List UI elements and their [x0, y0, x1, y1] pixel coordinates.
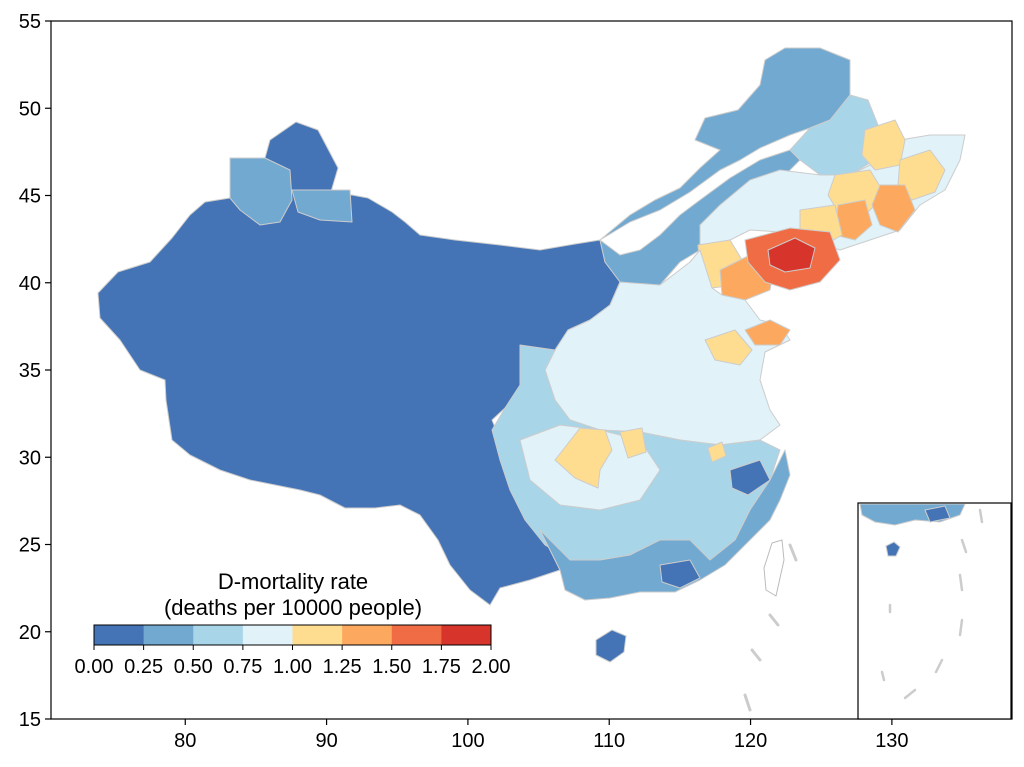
inset-coast-dark	[924, 505, 951, 523]
region-taiwan	[763, 539, 785, 597]
region-north-belt	[599, 47, 851, 291]
colorbar-tick-label: 2.00	[472, 656, 511, 678]
dash-line-main	[743, 543, 798, 712]
region-fujian-dark	[729, 459, 771, 496]
region-shandong-yellow	[704, 329, 753, 366]
y-tick-label: 15	[19, 709, 41, 731]
inset-hainan	[885, 541, 901, 557]
x-axis: 80 90 100 110 120 130	[174, 719, 909, 752]
colorbar-swatches	[93, 624, 492, 646]
region-ne-orange-1	[871, 184, 916, 233]
colorbar-tick-label: 1.50	[372, 656, 411, 678]
colorbar-swatch	[292, 625, 343, 645]
colorbar-tick-label: 1.25	[323, 656, 362, 678]
region-ili	[229, 157, 293, 226]
x-tick-label: 120	[734, 730, 767, 752]
colorbar-swatch	[242, 625, 293, 645]
inset-map	[857, 502, 1012, 720]
region-liaoning-dark	[767, 237, 816, 273]
region-shandong-orange	[744, 319, 791, 346]
colorbar-swatch	[94, 625, 145, 645]
x-tick-label: 100	[451, 730, 484, 752]
y-tick-label: 40	[19, 273, 41, 295]
region-tacheng	[291, 189, 353, 223]
inset-frame	[857, 502, 1012, 720]
map-regions	[97, 47, 966, 663]
colorbar-tick-label: 0.00	[75, 656, 114, 678]
y-tick-label: 30	[19, 447, 41, 469]
colorbar-swatch	[143, 625, 194, 645]
y-tick-label: 35	[19, 360, 41, 382]
colorbar-tick-label: 1.75	[422, 656, 461, 678]
colorbar: D-mortality rate (deaths per 10000 peopl…	[75, 569, 511, 678]
colorbar-tick-label: 0.25	[124, 656, 163, 678]
y-tick-label: 55	[19, 11, 41, 33]
x-tick-label: 110	[593, 730, 625, 752]
x-tick-label: 90	[315, 730, 337, 752]
colorbar-title-line1: D-mortality rate	[218, 569, 368, 594]
x-tick-label: 80	[174, 730, 196, 752]
y-tick-label: 45	[19, 186, 41, 208]
colorbar-labels: 0.00 0.25 0.50 0.75 1.00 1.25 1.50 1.75 2.00	[75, 645, 511, 678]
colorbar-title-line2: (deaths per 10000 people)	[164, 595, 422, 620]
colorbar-swatch	[193, 625, 244, 645]
y-axis: 15 20 25 30 35 40 45 50 55	[19, 11, 51, 731]
x-tick-label: 130	[875, 730, 908, 752]
colorbar-swatch	[391, 625, 442, 645]
colorbar-tick-label: 0.75	[223, 656, 262, 678]
inset-dash-line	[880, 508, 984, 700]
y-tick-label: 50	[19, 98, 41, 120]
y-tick-label: 25	[19, 535, 41, 557]
region-chongqing-yellow-2	[619, 427, 647, 459]
colorbar-tick-label: 0.50	[174, 656, 213, 678]
region-chongqing-yellow-1	[554, 427, 613, 489]
colorbar-swatch	[441, 625, 492, 645]
colorbar-tick-label: 1.00	[273, 656, 312, 678]
region-hainan	[595, 629, 627, 663]
y-tick-label: 20	[19, 622, 41, 644]
region-guangdong-dark	[659, 559, 701, 589]
colorbar-swatch	[342, 625, 393, 645]
region-south	[539, 449, 791, 601]
region-hunan-yellow	[707, 441, 727, 463]
